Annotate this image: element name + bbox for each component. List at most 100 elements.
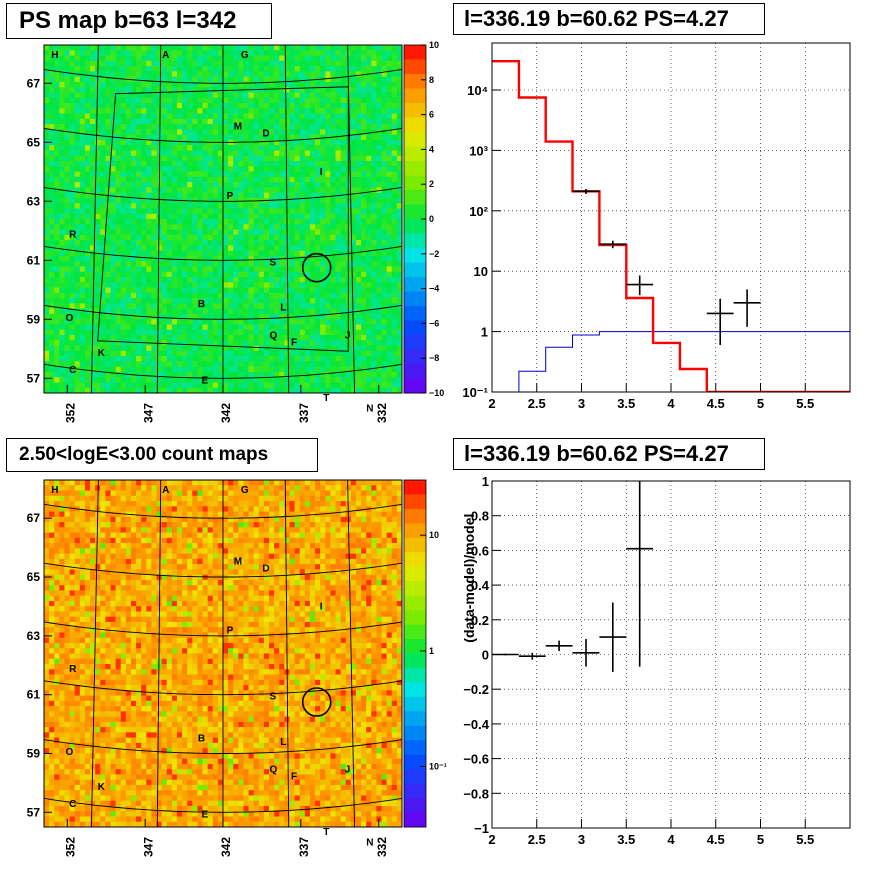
spectrum-x-tick-label: 5	[757, 396, 764, 411]
ps-pixel	[74, 176, 81, 183]
ps-pixel	[95, 340, 101, 346]
ps-pixel	[304, 340, 311, 346]
ps-pixel	[207, 329, 214, 336]
ps-pixel	[100, 150, 106, 157]
ps-pixel	[330, 139, 336, 146]
ps-pixel	[59, 250, 65, 257]
ps-pixel	[202, 319, 208, 325]
ps-pixel	[79, 245, 86, 251]
ps-pixel	[233, 382, 239, 389]
ps-pixel	[59, 192, 65, 199]
ps-pixel	[320, 66, 326, 72]
ps-pixel	[309, 229, 316, 236]
ps-pixel	[44, 192, 50, 199]
ps-pixel	[176, 271, 183, 278]
ps-pixel	[299, 340, 306, 346]
ps-pixel	[223, 324, 229, 331]
ps-pixel	[156, 361, 162, 367]
ps-pixel	[192, 124, 198, 130]
ps-pixel	[238, 124, 244, 130]
ps-pixel	[253, 234, 260, 241]
ps-pixel	[248, 387, 254, 394]
ps-pixel	[54, 76, 60, 83]
ps-pixel	[90, 139, 96, 146]
ps-pixel	[376, 361, 382, 367]
ps-pixel	[74, 124, 81, 130]
ps-pixel	[156, 350, 162, 357]
ps-colorbar-band	[404, 277, 426, 292]
ps-pixel	[386, 139, 393, 146]
ps-pixel	[120, 345, 127, 352]
ps-pixel	[120, 45, 127, 51]
ps-pixel	[361, 92, 367, 99]
ps-pixel	[361, 203, 367, 209]
ps-pixel	[258, 324, 265, 331]
ps-pixel	[74, 171, 81, 178]
ps-pixel	[125, 55, 132, 62]
ps-pixel	[74, 87, 81, 93]
ps-pixel	[182, 124, 188, 130]
ps-pixel	[130, 303, 137, 309]
ps-pixel	[84, 197, 91, 204]
ps-pixel	[49, 366, 55, 373]
ps-pixel	[130, 129, 137, 135]
ps-pixel	[202, 71, 208, 77]
ps-pixel	[396, 313, 403, 320]
ps-pixel	[309, 329, 316, 336]
ps-pixel	[258, 134, 265, 141]
ps-pixel	[156, 76, 162, 83]
ps-pixel	[366, 329, 372, 336]
ps-pixel	[258, 356, 265, 362]
ps-pixel	[233, 298, 239, 304]
ps-pixel	[115, 261, 122, 267]
ps-pixel	[248, 335, 254, 341]
ps-pixel	[207, 81, 214, 88]
ps-pixel	[274, 55, 280, 62]
ps-pixel	[248, 287, 254, 294]
ps-pixel	[386, 340, 393, 346]
ps-pixel	[49, 298, 55, 304]
ps-pixel	[161, 329, 168, 336]
ps-pixel	[320, 134, 326, 141]
ps-pixel	[376, 203, 382, 209]
ps-pixel	[212, 224, 219, 230]
ps-pixel	[391, 192, 398, 199]
ps-pixel	[166, 187, 173, 193]
ps-pixel	[171, 266, 178, 273]
ps-pixel	[274, 124, 280, 130]
ps-pixel	[120, 308, 127, 315]
ps-pixel	[355, 166, 362, 172]
ps-pixel	[381, 361, 387, 367]
ps-pixel	[396, 298, 403, 304]
ps-pixel	[386, 213, 393, 220]
ps-pixel	[263, 187, 270, 193]
ps-pixel	[315, 118, 321, 125]
ps-pixel	[233, 329, 239, 336]
ps-pixel	[381, 176, 387, 183]
ps-pixel	[279, 166, 285, 172]
ps-pixel	[243, 213, 249, 220]
ps-pixel	[238, 308, 244, 315]
ps-pixel	[376, 124, 382, 130]
ps-pixel	[217, 361, 224, 367]
ps-pixel	[110, 155, 116, 162]
ps-pixel	[238, 60, 244, 67]
ps-pixel	[202, 145, 208, 151]
ps-pixel	[141, 335, 147, 341]
ps-pixel	[269, 192, 275, 199]
ps-pixel	[95, 161, 101, 167]
ps-pixel	[110, 303, 116, 309]
ps-colorbar-tick-label: 2	[429, 179, 434, 189]
ps-pixel	[74, 213, 81, 220]
ps-pixel	[263, 150, 270, 157]
ps-pixel	[279, 87, 285, 93]
ps-pixel	[253, 382, 260, 389]
ps-pixel	[335, 92, 341, 99]
ps-pixel	[253, 250, 260, 257]
ps-pixel	[84, 171, 91, 178]
ps-pixel	[355, 340, 362, 346]
ps-pixel	[340, 234, 347, 241]
ps-pixel	[176, 60, 183, 67]
ps-pixel	[59, 60, 65, 67]
ps-pixel	[217, 71, 224, 77]
